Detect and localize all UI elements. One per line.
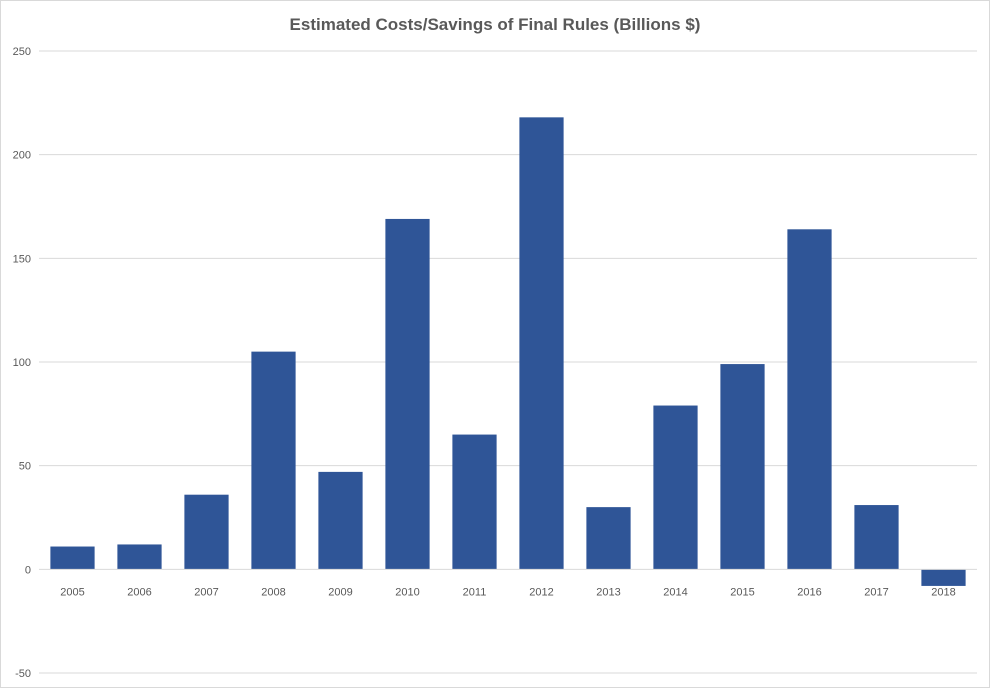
y-tick-label: 200 bbox=[13, 150, 31, 162]
chart-title: Estimated Costs/Savings of Final Rules (… bbox=[289, 15, 701, 34]
x-tick-label: 2009 bbox=[328, 586, 352, 598]
bar-2012 bbox=[519, 117, 564, 570]
bar-2007 bbox=[184, 494, 229, 570]
bar-2013 bbox=[586, 507, 631, 570]
y-tick-label: 50 bbox=[19, 461, 31, 473]
y-tick-label: 100 bbox=[13, 357, 31, 369]
bar-2017 bbox=[854, 505, 899, 570]
bar-2010 bbox=[385, 218, 430, 570]
bar-2011 bbox=[452, 434, 497, 570]
x-tick-label: 2010 bbox=[395, 586, 419, 598]
bar-2018 bbox=[921, 569, 966, 586]
bar-2016 bbox=[787, 229, 832, 570]
x-tick-label: 2011 bbox=[463, 586, 487, 598]
x-tick-label: 2006 bbox=[127, 586, 151, 598]
bar-2015 bbox=[720, 364, 765, 570]
x-tick-label: 2014 bbox=[663, 586, 687, 598]
x-tick-label: 2013 bbox=[596, 586, 620, 598]
y-tick-label: 150 bbox=[13, 253, 31, 265]
y-tick-label: -50 bbox=[15, 668, 31, 680]
x-tick-label: 2012 bbox=[529, 586, 553, 598]
bar-2014 bbox=[653, 405, 698, 570]
bar-2008 bbox=[251, 351, 296, 570]
x-tick-label: 2017 bbox=[864, 586, 888, 598]
bar-2006 bbox=[117, 544, 162, 570]
x-tick-label: 2016 bbox=[797, 586, 821, 598]
y-tick-label: 0 bbox=[25, 564, 31, 576]
x-tick-label: 2008 bbox=[261, 586, 285, 598]
x-tick-label: 2018 bbox=[931, 586, 955, 598]
y-tick-label: 250 bbox=[13, 46, 31, 58]
bar-2005 bbox=[50, 546, 95, 570]
bar-2009 bbox=[318, 471, 363, 570]
x-tick-label: 2005 bbox=[60, 586, 84, 598]
x-tick-label: 2007 bbox=[194, 586, 218, 598]
x-tick-label: 2015 bbox=[730, 586, 754, 598]
